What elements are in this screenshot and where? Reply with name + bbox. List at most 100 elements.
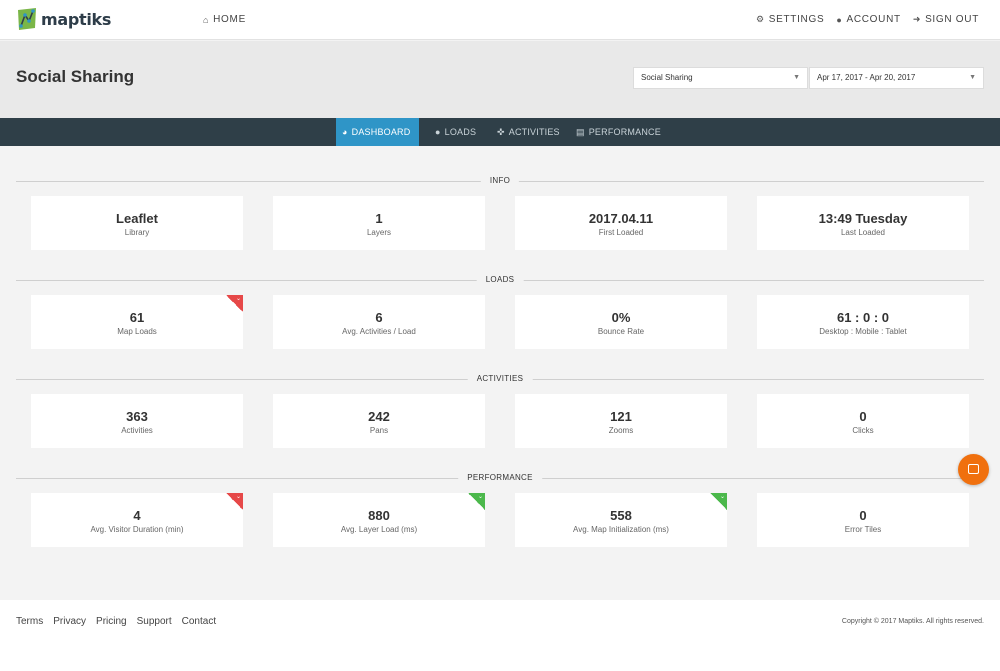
brand-name: maptiks	[41, 9, 112, 29]
chat-icon	[968, 464, 979, 474]
stat-value: 61	[129, 310, 145, 325]
chevron-down-icon: ⌄	[235, 296, 241, 302]
stat-card-clicks: 0 Clicks	[757, 394, 969, 448]
nav-home-link[interactable]: ⌂ HOME	[203, 14, 246, 25]
stat-card-layer-load: ⌄ 880 Avg. Layer Load (ms)	[273, 493, 485, 547]
nav-sign-out-label: SIGN OUT	[925, 14, 979, 25]
stat-label: Desktop : Mobile : Tablet	[819, 327, 907, 336]
stat-value: 1	[375, 211, 383, 226]
section-header-performance: PERFORMANCE	[16, 472, 984, 484]
section-header-activities: ACTIVITIES	[16, 373, 984, 385]
stat-label: Pans	[369, 426, 389, 435]
stat-label: Last Loaded	[840, 228, 886, 237]
tab-dashboard[interactable]: ◕ DASHBOARD	[336, 118, 419, 146]
page-header: Social Sharing Social Sharing ▼ Apr 17, …	[0, 41, 1000, 118]
date-range-value: Apr 17, 2017 - Apr 20, 2017	[817, 73, 916, 82]
dashboard-icon: ◕	[342, 127, 348, 137]
section-tabs: ◕ DASHBOARD ● LOADS ✜ ACTIVITIES ▤ PERFO…	[0, 118, 1000, 146]
site-select[interactable]: Social Sharing ▼	[633, 67, 808, 89]
nav-account-label: ACCOUNT	[846, 14, 901, 25]
stat-label: Layers	[366, 228, 391, 237]
gear-icon: ⚙	[755, 14, 765, 24]
footer-link-terms[interactable]: Terms	[16, 616, 44, 627]
footer-link-pricing[interactable]: Pricing	[96, 616, 127, 627]
nav-right: ⚙ SETTINGS ● ACCOUNT ➜ SIGN OUT	[744, 14, 979, 25]
caret-down-icon: ▼	[793, 74, 800, 81]
stat-value: 61 : 0 : 0	[836, 310, 890, 325]
stat-card-device-split: 61 : 0 : 0 Desktop : Mobile : Tablet	[757, 295, 969, 349]
maptiks-logo[interactable]: maptiks	[16, 7, 111, 31]
tab-performance-label: PERFORMANCE	[588, 127, 661, 137]
stat-label: Map Loads	[117, 327, 157, 336]
nav-account-link[interactable]: ● ACCOUNT	[836, 14, 900, 25]
home-icon: ⌂	[203, 14, 210, 25]
stat-label: Library	[124, 228, 150, 237]
chat-launcher-button[interactable]	[958, 454, 989, 485]
footer-link-support[interactable]: Support	[136, 616, 172, 627]
stat-card-zooms: 121 Zooms	[515, 394, 727, 448]
nav-settings-label: SETTINGS	[768, 14, 825, 25]
stat-value: Leaflet	[116, 211, 158, 226]
stat-card-layers: 1 Layers	[273, 196, 485, 250]
stat-value: 2017.04.11	[588, 211, 654, 226]
map-marker-icon: ●	[435, 127, 441, 137]
nav-sign-out-link[interactable]: ➜ SIGN OUT	[913, 14, 979, 25]
stat-value: 121	[610, 409, 632, 424]
tab-performance[interactable]: ▤ PERFORMANCE	[576, 118, 661, 146]
section-header-loads: LOADS	[16, 274, 984, 286]
nav-home-label: HOME	[213, 14, 246, 25]
stat-value: 13:49 Tuesday	[818, 211, 908, 226]
site-select-value: Social Sharing	[641, 73, 693, 82]
stat-value: 880	[368, 508, 390, 523]
copyright: Copyright © 2017 Maptiks. All rights res…	[841, 618, 984, 625]
footer-link-privacy[interactable]: Privacy	[53, 616, 87, 627]
stat-label: First Loaded	[598, 228, 644, 237]
section-title: LOADS	[476, 274, 524, 286]
stat-label: Zooms	[608, 426, 634, 435]
nav-settings-link[interactable]: ⚙ SETTINGS	[756, 14, 824, 25]
stat-label: Activities	[121, 426, 153, 435]
stat-card-avg-activities: 6 Avg. Activities / Load	[273, 295, 485, 349]
footer-links: Terms Privacy Pricing Support Contact	[16, 616, 226, 627]
bar-chart-icon: ▤	[576, 127, 585, 137]
stat-card-map-initialization: ⌄ 558 Avg. Map Initialization (ms)	[515, 493, 727, 547]
crosshairs-icon: ✜	[497, 127, 505, 137]
stat-card-error-tiles: 0 Error Tiles	[757, 493, 969, 547]
trend-up-indicator: ⌄	[468, 493, 485, 510]
stat-label: Avg. Map Initialization (ms)	[573, 525, 669, 534]
sign-out-icon: ➜	[912, 14, 922, 24]
stat-value: 4	[133, 508, 141, 523]
stat-card-first-loaded: 2017.04.11 First Loaded	[515, 196, 727, 250]
chevron-down-icon: ⌄	[719, 494, 725, 500]
trend-down-indicator: ⌄	[226, 493, 243, 510]
section-header-info: INFO	[16, 175, 984, 187]
stat-card-library: Leaflet Library	[31, 196, 243, 250]
stat-value: 0	[859, 508, 867, 523]
stat-label: Error Tiles	[844, 525, 882, 534]
footer-link-contact[interactable]: Contact	[181, 616, 217, 627]
tab-loads-label: LOADS	[444, 127, 477, 137]
section-title: INFO	[480, 175, 520, 187]
chevron-down-icon: ⌄	[477, 494, 483, 500]
tab-dashboard-label: DASHBOARD	[351, 127, 411, 137]
trend-up-indicator: ⌄	[710, 493, 727, 510]
chevron-down-icon: ⌄	[235, 494, 241, 500]
tab-activities-label: ACTIVITIES	[508, 127, 560, 137]
stat-value: 6	[375, 310, 383, 325]
stat-value: 558	[610, 508, 632, 523]
top-navbar: maptiks ⌂ HOME ⚙ SETTINGS ● ACCOUNT ➜ SI…	[0, 0, 1000, 40]
section-title: PERFORMANCE	[458, 472, 542, 484]
date-range-select[interactable]: Apr 17, 2017 - Apr 20, 2017 ▼	[809, 67, 984, 89]
stat-card-last-loaded: 13:49 Tuesday Last Loaded	[757, 196, 969, 250]
dashboard-content: INFO Leaflet Library 1 Layers 2017.04.11…	[0, 146, 1000, 600]
user-icon: ●	[836, 14, 843, 25]
tab-loads[interactable]: ● LOADS	[435, 118, 476, 146]
caret-down-icon: ▼	[969, 74, 976, 81]
stat-card-map-loads: ⌄ 61 Map Loads	[31, 295, 243, 349]
stat-label: Avg. Visitor Duration (min)	[90, 525, 184, 534]
tab-activities[interactable]: ✜ ACTIVITIES	[497, 118, 560, 146]
logo-mark-icon	[18, 8, 36, 30]
trend-down-indicator: ⌄	[226, 295, 243, 312]
stat-value: 0%	[611, 310, 631, 325]
stat-value: 363	[126, 409, 148, 424]
